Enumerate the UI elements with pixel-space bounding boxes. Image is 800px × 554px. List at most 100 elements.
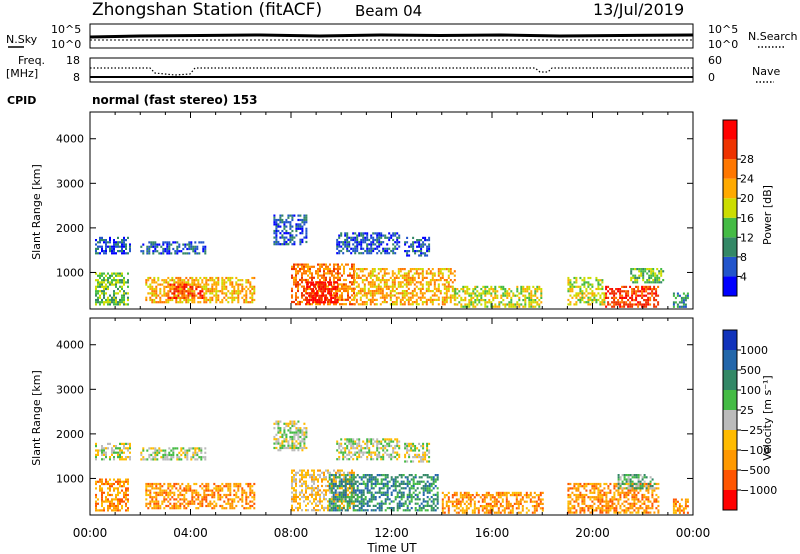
power-data-cell — [150, 243, 153, 246]
velocity-data-cell — [293, 469, 295, 472]
velocity-data-cell — [350, 455, 353, 459]
power-data-cell — [103, 241, 105, 244]
power-data-cell — [277, 218, 280, 222]
power-data-cell — [182, 252, 185, 255]
velocity-data-cell — [243, 491, 246, 494]
power-data-cell — [504, 288, 507, 291]
power-data-cell — [101, 285, 103, 288]
velocity-data-cell — [334, 476, 337, 479]
power-data-cell — [105, 292, 107, 295]
power-data-cell — [253, 285, 256, 288]
power-data-cell — [686, 296, 689, 300]
power-data-cell — [209, 301, 212, 304]
power-data-cell — [653, 296, 656, 299]
velocity-data-cell — [99, 489, 101, 492]
power-data-cell — [343, 265, 345, 268]
power-data-cell — [279, 214, 282, 217]
velocity-data-cell — [364, 474, 367, 477]
power-data-cell — [253, 298, 256, 302]
power-data-cell — [115, 279, 117, 282]
date-label: 13/Jul/2019 — [593, 0, 684, 19]
power-data-cell — [173, 292, 176, 295]
power-data-cell — [318, 301, 321, 304]
power-data-cell — [307, 270, 309, 273]
power-data-cell — [362, 236, 365, 239]
power-data-cell — [205, 287, 208, 291]
power-data-cell — [571, 290, 574, 293]
power-data-cell — [603, 296, 606, 299]
velocity-data-cell — [291, 487, 293, 490]
power-data-cell — [347, 296, 349, 299]
velocity-data-cell — [319, 489, 321, 492]
velocity-data-cell — [332, 487, 335, 490]
velocity-data-cell — [414, 476, 417, 479]
power-data-cell — [231, 296, 234, 299]
power-data-cell — [502, 299, 505, 302]
power-data-cell — [359, 276, 362, 279]
power-data-cell — [299, 267, 301, 271]
power-data-cell — [433, 272, 436, 275]
power-data-cell — [203, 296, 206, 299]
velocity-data-cell — [125, 478, 127, 481]
velocity-data-cell — [368, 449, 371, 452]
power-data-cell — [443, 301, 446, 304]
velocity-data-cell — [325, 478, 327, 481]
power-data-cell — [394, 241, 397, 244]
velocity-data-cell — [277, 424, 280, 428]
power-data-cell — [193, 290, 196, 293]
power-data-cell — [181, 285, 184, 288]
power-data-cell — [151, 281, 154, 284]
velocity-data-cell — [170, 449, 173, 452]
velocity-data-cell — [283, 431, 286, 434]
velocity-data-cell — [201, 482, 204, 486]
power-data-cell — [424, 239, 427, 242]
power-data-cell — [684, 305, 687, 308]
power-data-cell — [411, 274, 414, 277]
power-data-cell — [123, 301, 125, 304]
velocity-data-cell — [364, 487, 367, 490]
power-data-cell — [303, 236, 306, 239]
velocity-data-cell — [101, 496, 103, 499]
power-data-cell — [619, 296, 622, 299]
power-data-cell — [579, 292, 582, 295]
velocity-data-cell — [303, 446, 306, 450]
power-data-cell — [662, 270, 665, 273]
velocity-data-cell — [107, 487, 109, 490]
velocity-data-cell — [426, 496, 429, 499]
velocity-data-cell — [97, 480, 99, 483]
power-data-cell — [99, 239, 101, 242]
power-data-cell — [417, 303, 420, 306]
power-data-cell — [209, 287, 212, 291]
velocity-data-cell — [121, 449, 123, 452]
velocity-data-cell — [426, 504, 429, 507]
power-data-cell — [390, 236, 393, 239]
power-data-cell — [331, 270, 333, 273]
power-data-cell — [297, 225, 300, 228]
power-data-cell — [405, 272, 408, 275]
power-data-cell — [103, 296, 105, 299]
velocity-data-cell — [123, 451, 125, 454]
velocity-data-cell — [352, 489, 355, 492]
velocity-data-cell — [125, 458, 127, 461]
power-data-cell — [490, 294, 493, 297]
velocity-data-cell — [339, 500, 341, 503]
velocity-data-cell — [352, 440, 355, 443]
power-data-cell — [342, 241, 345, 244]
power-data-cell — [155, 294, 158, 297]
velocity-data-cell — [453, 505, 456, 508]
velocity-data-cell — [348, 478, 351, 481]
velocity-data-cell — [195, 507, 198, 510]
velocity-data-cell — [362, 498, 365, 501]
power-data-cell — [317, 272, 319, 275]
power-data-cell — [97, 247, 99, 250]
power-data-cell — [356, 234, 359, 237]
power-data-cell — [496, 305, 499, 308]
power-data-cell — [339, 272, 341, 275]
power-data-cell — [437, 285, 440, 288]
power-data-cell — [317, 303, 319, 306]
power-data-cell — [213, 283, 216, 286]
power-data-cell — [460, 299, 463, 302]
power-data-cell — [672, 292, 675, 295]
velocity-data-cell — [299, 473, 301, 477]
velocity-data-cell — [428, 504, 431, 507]
